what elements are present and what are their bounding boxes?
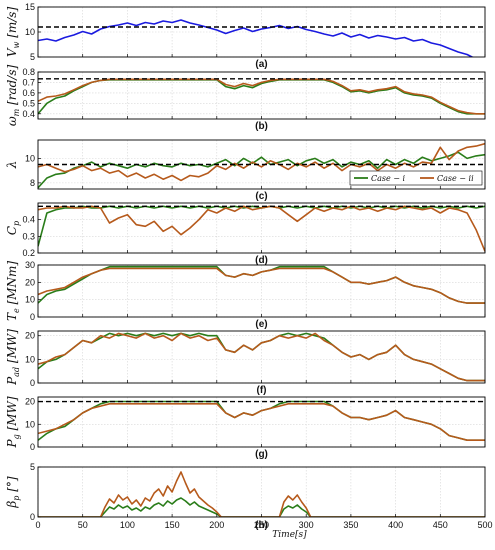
panel-label-4: (e)	[255, 319, 267, 330]
ytick-label-7-0: 0	[30, 512, 35, 522]
xtick-label-4: 200	[209, 520, 224, 530]
ytick-label-3-1: 0.3	[22, 231, 35, 241]
ytick-label-5-2: 20	[25, 331, 35, 341]
series-line-0-0	[38, 19, 474, 57]
panel-label-2: (c)	[255, 191, 267, 202]
ytick-label-0-2: 15	[25, 2, 35, 12]
ytick-label-1-0: 0.4	[22, 109, 35, 119]
xtick-label-7: 350	[343, 520, 358, 530]
ytick-label-0-0: 5	[30, 52, 35, 62]
series-line-6-1	[38, 403, 485, 441]
ylabel-4: Te [MNm]	[5, 261, 21, 321]
ytick-label-0-1: 10	[25, 27, 35, 37]
panel-5: 0 10 20 30 Te [MNm] (e)	[5, 260, 486, 330]
xtick-label-10: 500	[477, 520, 492, 530]
xtick-label-0: 0	[35, 520, 40, 530]
ytick-label-1-4: 0.8	[22, 67, 35, 77]
ytick-label-1-1: 0.5	[22, 98, 35, 108]
ytick-label-5-1: 10	[25, 354, 35, 364]
ylabel-7: βp [°]	[5, 476, 21, 509]
xtick-label-2: 100	[120, 520, 135, 530]
legend-box	[349, 170, 483, 186]
series-line-7-0	[38, 497, 485, 517]
ylabel-3: Cp	[5, 221, 21, 235]
series-line-7-1	[38, 471, 485, 517]
xtick-label-5: 250	[254, 520, 269, 530]
panel-6: 0 10 20 Pad [MW] (f)	[5, 329, 486, 396]
ytick-label-1-2: 0.6	[22, 88, 35, 98]
ytick-label-7-1: 5	[30, 462, 35, 472]
legend: Case − i Case − ii	[349, 170, 483, 186]
ytick-label-2-1: 10	[25, 153, 35, 163]
panel-3: 8 10 λ (c) Case − i Case − ii	[5, 139, 486, 202]
ytick-label-3-2: 0.4	[22, 215, 35, 225]
xtick-label-8: 400	[388, 520, 403, 530]
series-line-4-1	[38, 267, 485, 304]
xtick-label-1: 50	[78, 520, 88, 530]
panel-1: 5 10 15 Vw [m/s] (a)	[5, 2, 486, 70]
panel-label-0: (a)	[255, 59, 267, 70]
panel-label-5: (f)	[257, 385, 267, 396]
ytick-label-2-0: 8	[30, 178, 35, 188]
panel-7: 0 10 20 Pg [MW] (g)	[5, 396, 486, 460]
ytick-label-6-0: 0	[30, 442, 35, 452]
panel-label-6: (g)	[255, 449, 268, 460]
xtick-label-6: 300	[299, 520, 314, 530]
ylabel-2: λ	[5, 161, 19, 170]
panel-2: 0.40.50.60.70.8ωm [rad/s] (b)	[5, 65, 486, 132]
ytick-label-4-0: 0	[30, 312, 35, 322]
ylabel-6: Pg [MW]	[5, 396, 21, 448]
series-line-5-1	[38, 332, 485, 382]
legend-label-0: Case − i	[371, 174, 406, 183]
panel-label-3: (d)	[255, 255, 268, 266]
ytick-label-6-2: 20	[25, 397, 35, 407]
panel-label-7: (h)	[255, 520, 268, 531]
ytick-label-5-0: 0	[30, 378, 35, 388]
ytick-label-4-3: 30	[25, 260, 35, 270]
legend-label-1: Case − ii	[437, 174, 474, 183]
ylabel-5: Pad [MW]	[5, 329, 21, 386]
panel-label-1: (b)	[255, 121, 268, 132]
xtick-label-9: 450	[433, 520, 448, 530]
axes-box-5	[37, 330, 486, 384]
ytick-label-4-2: 20	[25, 277, 35, 287]
ylabel-1: ωm [rad/s]	[5, 65, 21, 127]
xlabel: Time[s]	[272, 530, 307, 540]
series-line-3-1	[38, 205, 485, 252]
series-line-2-1	[38, 142, 485, 182]
ytick-label-3-0: 0.2	[22, 248, 35, 258]
ytick-label-6-1: 10	[25, 419, 35, 429]
axes-box-4	[37, 264, 486, 318]
xtick-label-3: 150	[165, 520, 180, 530]
ytick-label-1-3: 0.7	[22, 77, 35, 87]
panel-4: 0.2 0.3 0.4Cp (d)	[5, 202, 486, 266]
ylabel-0: Vw [m/s]	[5, 7, 21, 58]
ytick-label-4-1: 10	[25, 295, 35, 305]
